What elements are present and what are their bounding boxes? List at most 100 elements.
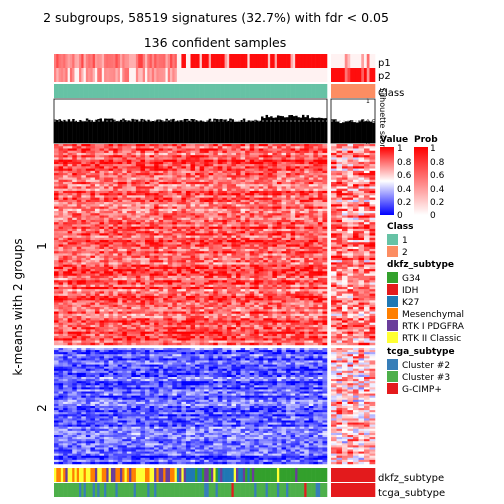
heatmap-cell	[117, 179, 123, 183]
heatmap-cell	[281, 161, 287, 165]
heatmap-cell	[85, 164, 91, 167]
heatmap-cell	[204, 244, 209, 247]
class-cell	[355, 84, 359, 98]
heatmap-cell	[63, 208, 68, 212]
heatmap-cell	[249, 251, 255, 254]
heatmap-cell	[176, 286, 182, 290]
heatmap-cell	[185, 264, 191, 268]
heatmap-cell	[204, 298, 209, 301]
heatmap-cell	[145, 260, 150, 263]
heatmap-cell	[99, 152, 105, 156]
heatmap-cell	[299, 148, 305, 151]
heatmap-cell	[290, 242, 296, 245]
heatmap-cell	[167, 157, 173, 160]
p2-cell	[347, 68, 351, 82]
heatmap-cell	[72, 146, 77, 149]
heatmap-cell	[181, 217, 187, 221]
heatmap-cell	[158, 204, 164, 207]
heatmap-cell	[85, 293, 91, 297]
heatmap-cell	[322, 193, 328, 196]
heatmap-cell	[158, 193, 164, 196]
heatmap-cell	[208, 215, 214, 218]
heatmap-cell	[258, 211, 264, 214]
heatmap-cell	[72, 286, 77, 290]
p2-cell	[122, 68, 125, 82]
heatmap-cell	[72, 255, 77, 259]
heatmap-cell	[108, 164, 114, 167]
heatmap-cell	[254, 199, 259, 203]
heatmap-cell	[272, 170, 278, 174]
heatmap-cell	[254, 161, 259, 165]
heatmap-cell	[54, 286, 59, 290]
heatmap-cell	[236, 195, 241, 198]
class-cell	[206, 84, 209, 98]
heatmap-cell	[99, 208, 105, 212]
heatmap-cell	[308, 282, 314, 285]
heatmap-cell	[149, 255, 155, 259]
heatmap-cell	[258, 286, 264, 290]
heatmap-cell	[145, 177, 150, 180]
heatmap-cell	[313, 146, 319, 149]
p2-cell	[165, 68, 169, 82]
heatmap-cell	[176, 246, 182, 250]
heatmap-cell	[54, 237, 59, 241]
heatmap-cell	[172, 269, 178, 272]
heatmap-cell	[231, 170, 237, 174]
heatmap-cell	[281, 173, 287, 176]
heatmap-cell	[317, 204, 323, 207]
heatmap-cell	[185, 217, 191, 221]
heatmap-cell	[240, 193, 246, 196]
heatmap-cell	[199, 211, 205, 214]
heatmap-cell	[63, 300, 68, 303]
heatmap-cell	[172, 266, 178, 270]
heatmap-cell	[63, 224, 68, 227]
heatmap-cell	[267, 166, 273, 169]
heatmap-cell	[281, 179, 287, 183]
heatmap-cell	[295, 188, 300, 192]
p1-cell	[119, 54, 123, 68]
p1-cell	[154, 54, 157, 68]
heatmap-cell	[94, 302, 100, 306]
heatmap-cell	[317, 168, 323, 172]
heatmap-cell	[272, 146, 278, 149]
heatmap-cell	[126, 304, 132, 308]
heatmap-cell	[72, 177, 77, 180]
heatmap-cell	[172, 295, 178, 299]
heatmap-cell	[104, 304, 109, 308]
heatmap-cell	[295, 271, 300, 274]
heatmap-cell	[63, 266, 68, 270]
heatmap-cell	[213, 197, 219, 201]
heatmap-cell	[90, 144, 96, 147]
heatmap-cell	[67, 298, 73, 301]
heatmap-cell	[76, 173, 82, 176]
heatmap-cell	[240, 286, 246, 290]
heatmap-cell	[76, 222, 82, 225]
heatmap-cell	[158, 231, 164, 234]
heatmap-cell	[226, 215, 232, 218]
p1-cell	[85, 54, 89, 68]
heatmap-cell	[245, 300, 250, 303]
heatmap-cell	[245, 226, 250, 230]
p1-cell	[99, 54, 103, 68]
heatmap-cell	[126, 173, 132, 176]
heatmap-cell	[208, 170, 214, 174]
heatmap-cell	[299, 188, 305, 192]
heatmap-cell	[208, 286, 214, 290]
heatmap-cell	[94, 170, 100, 174]
heatmap-cell	[163, 166, 168, 169]
heatmap-cell	[104, 246, 109, 250]
heatmap-cell	[236, 146, 241, 149]
heatmap-cell	[317, 148, 323, 151]
heatmap-cell	[145, 307, 150, 310]
silhouette-bar	[251, 120, 255, 143]
heatmap-cell	[317, 222, 323, 225]
heatmap-cell	[85, 278, 91, 281]
heatmap-cell	[290, 295, 296, 299]
heatmap-cell	[195, 170, 200, 174]
heatmap-cell	[158, 302, 164, 306]
heatmap-cell	[272, 188, 278, 192]
heatmap-cell	[145, 181, 150, 185]
heatmap-cell	[140, 150, 146, 154]
heatmap-cell	[81, 197, 87, 201]
heatmap-cell	[213, 215, 219, 218]
